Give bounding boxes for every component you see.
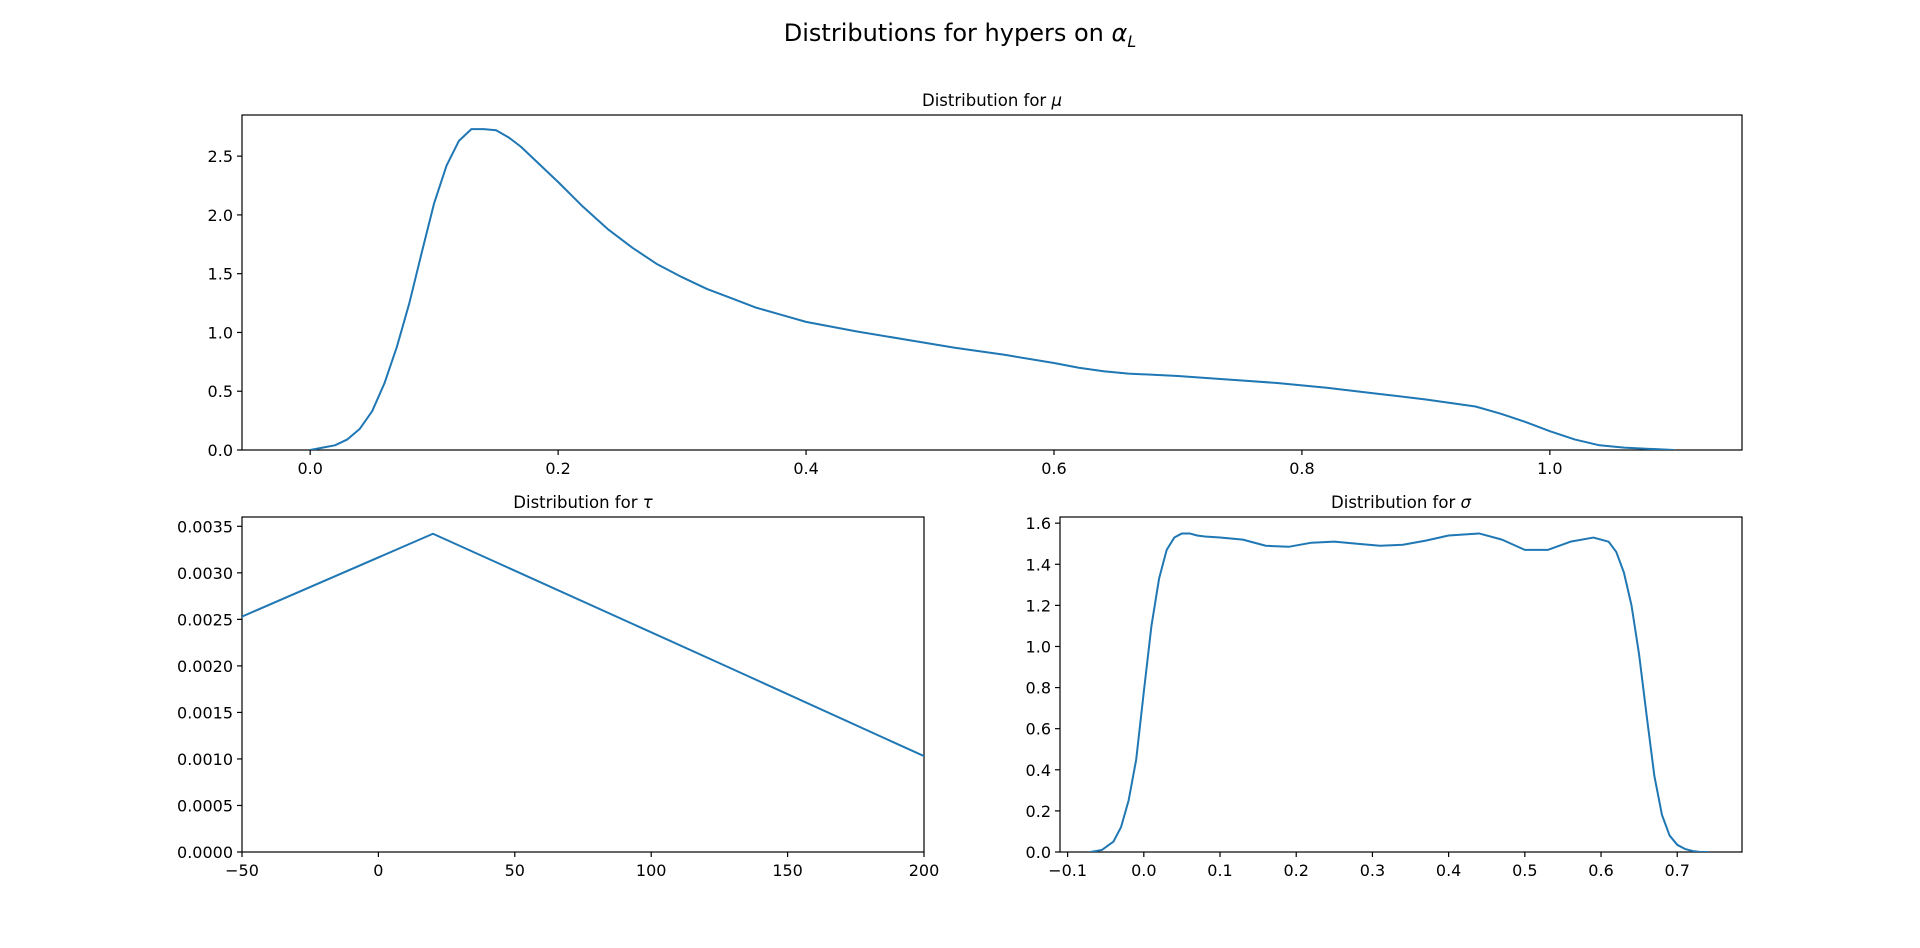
tau-xtick-label: 50 (505, 861, 525, 880)
mu-ytick-label: 0.5 (208, 382, 233, 401)
mu-xtick-label: 1.0 (1537, 459, 1562, 478)
mu-ytick-label: 1.5 (208, 265, 233, 284)
sigma-xtick-label: 0.7 (1665, 861, 1690, 880)
axes-mu-distribution: Distribution for μ 0.0 0.2 0.4 0.6 0.8 1.0 0.0 0… (208, 91, 1743, 478)
suptitle-prefix: Distributions for hypers on (784, 19, 1112, 47)
sigma-ytick-label: 1.4 (1026, 555, 1051, 574)
mu-xtick-label: 0.4 (793, 459, 818, 478)
sigma-xtick-label: 0.6 (1588, 861, 1613, 880)
sigma-xtick-label: 0.5 (1512, 861, 1537, 880)
axes-tau-distribution: Distribution for τ −50 0 50 100 150 200 0.0000 0… (177, 493, 939, 880)
tau-title-prefix: Distribution for (513, 493, 642, 512)
sigma-xtick-label: 0.2 (1283, 861, 1308, 880)
tau-ytick-label: 0.0030 (177, 564, 233, 583)
tau-title: Distribution for τ (513, 493, 652, 512)
tau-ytick-label: 0.0000 (177, 843, 233, 862)
tau-xtick-label: −50 (225, 861, 259, 880)
mu-xtick-label: 0.2 (545, 459, 570, 478)
mu-ytick-label: 0.0 (208, 441, 233, 460)
figure-suptitle: Distributions for hypers on αL (784, 19, 1136, 51)
mu-xtick-label: 0.6 (1041, 459, 1066, 478)
tau-ytick-label: 0.0020 (177, 657, 233, 676)
sigma-xtick-label: 0.3 (1360, 861, 1385, 880)
mu-title-prefix: Distribution for (922, 91, 1051, 110)
tau-ytick-label: 0.0035 (177, 517, 233, 536)
tau-axes-frame (241, 516, 925, 853)
suptitle-alpha-symbol: α (1111, 19, 1127, 47)
sigma-ytick-label: 0.6 (1026, 720, 1051, 739)
tau-ytick-label: 0.0010 (177, 750, 233, 769)
sigma-title: Distribution for σ (1331, 493, 1471, 512)
sigma-ytick-label: 1.0 (1026, 637, 1051, 656)
mu-ytick-label: 2.0 (208, 206, 233, 225)
tau-xtick-label: 150 (772, 861, 803, 880)
mu-ytick-label: 2.5 (208, 147, 233, 166)
sigma-title-prefix: Distribution for (1331, 493, 1460, 512)
sigma-xtick-label: 0.4 (1436, 861, 1461, 880)
sigma-ytick-label: 0.8 (1026, 679, 1051, 698)
sigma-density-line (1089, 532, 1709, 852)
tau-ytick-label: 0.0015 (177, 703, 233, 722)
sigma-title-symbol: σ (1460, 493, 1471, 512)
mu-xtick-label: 0.0 (297, 459, 322, 478)
sigma-xtick-label: 0.1 (1207, 861, 1232, 880)
tau-ytick-label: 0.0025 (177, 610, 233, 629)
sigma-ytick-label: 0.0 (1026, 843, 1051, 862)
mu-title: Distribution for μ (922, 91, 1062, 110)
tau-xtick-label: 200 (909, 861, 940, 880)
mu-title-symbol: μ (1050, 91, 1062, 110)
sigma-ytick-label: 0.4 (1026, 761, 1051, 780)
mu-xtick-label: 0.8 (1289, 459, 1314, 478)
tau-density-line (242, 532, 924, 758)
sigma-ytick-label: 0.2 (1026, 802, 1051, 821)
tau-ytick-label: 0.0005 (177, 796, 233, 815)
tau-title-symbol: τ (643, 493, 653, 512)
mu-axes-frame (241, 114, 1743, 451)
tau-xtick-label: 0 (373, 861, 383, 880)
mu-density-line (309, 128, 1675, 450)
suptitle-subscript: L (1127, 32, 1136, 51)
sigma-ytick-label: 1.2 (1026, 596, 1051, 615)
sigma-axes-frame (1059, 516, 1743, 853)
axes-sigma-distribution: Distribution for σ−0.1 0.0 0.1 0.2 0.3 0.4 0.5… (1026, 493, 1743, 880)
mu-ytick-label: 1.0 (208, 323, 233, 342)
sigma-xtick-label: −0.1 (1048, 861, 1087, 880)
tau-xtick-label: 100 (636, 861, 667, 880)
sigma-ytick-label: 1.6 (1026, 514, 1051, 533)
sigma-xtick-label: 0.0 (1131, 861, 1156, 880)
